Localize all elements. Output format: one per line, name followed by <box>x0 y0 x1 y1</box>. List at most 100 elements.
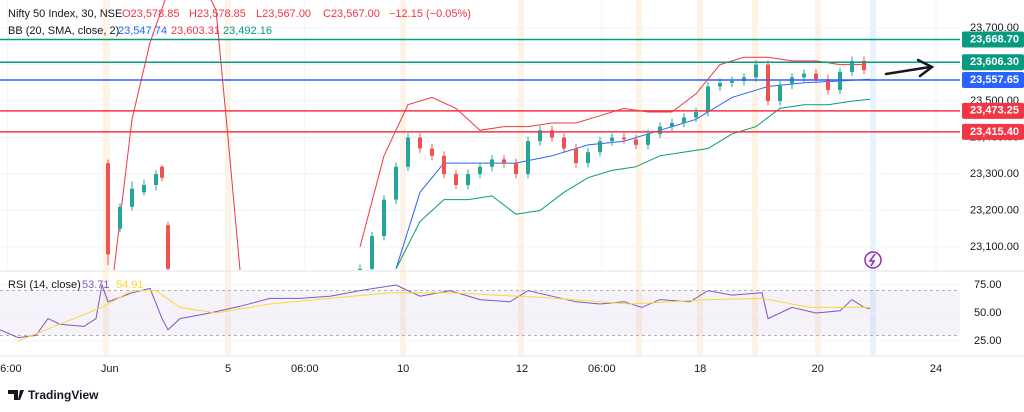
event-icon <box>864 251 882 269</box>
legend-symbol: Nifty 50 Index, 30, NSE <box>8 8 122 20</box>
rsi-tick-label: 75.00 <box>974 279 1002 291</box>
y-tick-label: 23,200.00 <box>970 204 1019 216</box>
rsi-line <box>0 283 871 339</box>
candle-body <box>418 137 422 149</box>
candle-body <box>586 152 590 164</box>
candle-body <box>154 174 158 185</box>
candle-body <box>634 139 638 145</box>
price-pane <box>0 0 960 270</box>
candle-body <box>730 81 734 83</box>
candle-body <box>406 137 410 167</box>
x-tick-label: 06:00 <box>588 363 616 375</box>
band-line <box>113 0 864 270</box>
candle-body <box>562 137 566 149</box>
candle-body <box>802 73 806 78</box>
candle-body <box>838 71 842 91</box>
drawn-arrow <box>884 58 935 78</box>
legend-close: C23,567.00 <box>323 8 380 20</box>
candle-body <box>118 206 122 229</box>
candle-body <box>490 159 494 167</box>
level-label: 23,606.30 <box>970 56 1019 68</box>
rsi-pane <box>0 283 960 342</box>
level-badge <box>962 72 1024 89</box>
level-label: 23,415.40 <box>970 126 1019 138</box>
x-tick-label: 06:00 <box>0 363 22 375</box>
candle-body <box>160 166 164 178</box>
candle-body <box>358 268 362 270</box>
candle-body <box>670 122 674 127</box>
candle-body <box>454 174 458 185</box>
candle-body <box>790 77 794 85</box>
candle-body <box>706 86 710 113</box>
y-tick-label: 23,100.00 <box>970 241 1019 253</box>
candle-body <box>742 77 746 81</box>
event-bolt <box>868 253 876 267</box>
candle-body <box>778 84 782 102</box>
legend-bb-basis: 23,547.74 <box>118 25 167 37</box>
x-tick-label: 24 <box>930 363 942 375</box>
level-label: 23,668.70 <box>970 33 1019 45</box>
level-badge <box>962 123 1024 140</box>
x-tick-label: 18 <box>694 363 706 375</box>
candle-body <box>394 166 398 200</box>
rsi-tick-label: 50.00 <box>974 307 1002 319</box>
rsi-line <box>17 290 870 342</box>
candle-body <box>526 141 530 175</box>
candle-body <box>106 163 110 255</box>
legend-change: −12.15 (−0.05%) <box>389 8 471 20</box>
candle-body <box>610 137 614 142</box>
legend-open: O23,578.85 <box>122 8 180 20</box>
candle-body <box>550 130 554 138</box>
candle-body <box>622 137 626 140</box>
x-tick-label: 10 <box>397 363 409 375</box>
legend: Nifty 50 Index, 30, NSE O23,578.85 H23,5… <box>8 8 471 291</box>
level-badge <box>962 31 1024 48</box>
candle-body <box>766 64 770 102</box>
candle-body <box>370 236 374 269</box>
candle-body <box>142 184 146 193</box>
overlay: 23,100.0023,200.0023,300.0023,400.0023,5… <box>0 22 1024 375</box>
legend-rsi: RSI (14, close) <box>8 279 81 291</box>
candle-body <box>382 199 386 237</box>
candle-body <box>538 130 542 142</box>
level-badge <box>962 102 1024 119</box>
x-tick-label: 20 <box>812 363 824 375</box>
candle-body <box>814 73 818 80</box>
candle-body <box>850 60 854 72</box>
x-tick-label: Jun <box>101 363 119 375</box>
legend-low: L23,567.00 <box>256 8 311 20</box>
candle-body <box>166 225 170 269</box>
candle-body <box>574 148 578 164</box>
legend-bb-lower: 23,492.16 <box>223 25 272 37</box>
brand: TradingView <box>8 388 99 402</box>
candle-body <box>478 166 482 175</box>
candle-body <box>646 133 650 145</box>
y-tick-label: 23,700.00 <box>970 22 1019 34</box>
level-badge <box>962 54 1024 71</box>
x-tick-label: 12 <box>516 363 528 375</box>
legend-bb: BB (20, SMA, close, 2) <box>8 25 119 37</box>
x-tick-label: 5 <box>225 363 231 375</box>
candle-body <box>466 174 470 185</box>
candle-body <box>754 64 758 78</box>
candle-body <box>862 60 866 71</box>
candle-body <box>442 155 446 175</box>
y-tick-label: 23,300.00 <box>970 168 1019 180</box>
legend-high: H23,578.85 <box>189 8 246 20</box>
candle-body <box>598 141 602 153</box>
rsi-tick-label: 25.00 <box>974 335 1002 347</box>
level-label: 23,473.25 <box>970 105 1019 117</box>
legend-rsi-ma: 54.91 <box>116 279 144 291</box>
candle-body <box>130 188 134 207</box>
candle-body <box>682 117 686 123</box>
band-line <box>395 98 871 270</box>
x-tick-label: 06:00 <box>291 363 319 375</box>
brand-text: TradingView <box>28 388 99 402</box>
candle-body <box>658 126 662 134</box>
candle-body <box>514 163 518 175</box>
candle-body <box>694 112 698 118</box>
candle-body <box>502 159 506 164</box>
legend-bb-upper: 23,603.31 <box>171 25 220 37</box>
legend-rsi-value: 53.71 <box>82 279 110 291</box>
